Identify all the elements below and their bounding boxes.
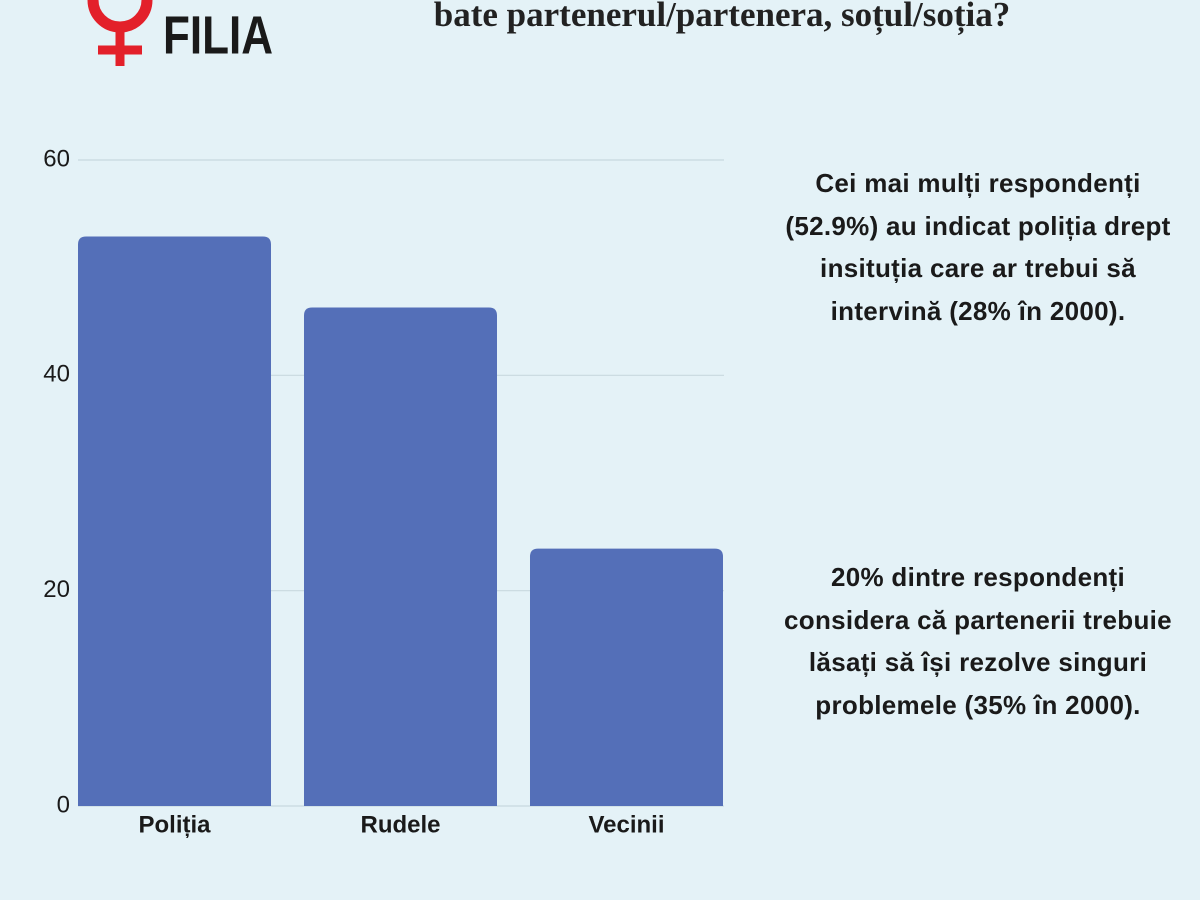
y-tick-label: 0 [57, 791, 70, 818]
x-tick-label: Vecinii [588, 811, 664, 838]
y-tick-label: 40 [43, 361, 70, 388]
y-tick-label: 20 [43, 576, 70, 603]
x-tick-label: Poliția [138, 811, 211, 838]
bar [77, 236, 272, 806]
y-tick-label: 60 [43, 145, 70, 172]
bar [303, 307, 498, 806]
annotation: 20% dintre respondenți considera că part… [784, 562, 1172, 720]
logo-symbol [87, 0, 153, 66]
logo-text: FILIA [163, 5, 273, 65]
bar [529, 548, 724, 806]
annotation: Cei mai mulți respondenți (52.9%) au ind… [785, 168, 1171, 326]
x-tick-label: Rudele [360, 811, 440, 838]
chart-title: bate partenerul/partenera, soțul/soția? [434, 0, 1010, 35]
